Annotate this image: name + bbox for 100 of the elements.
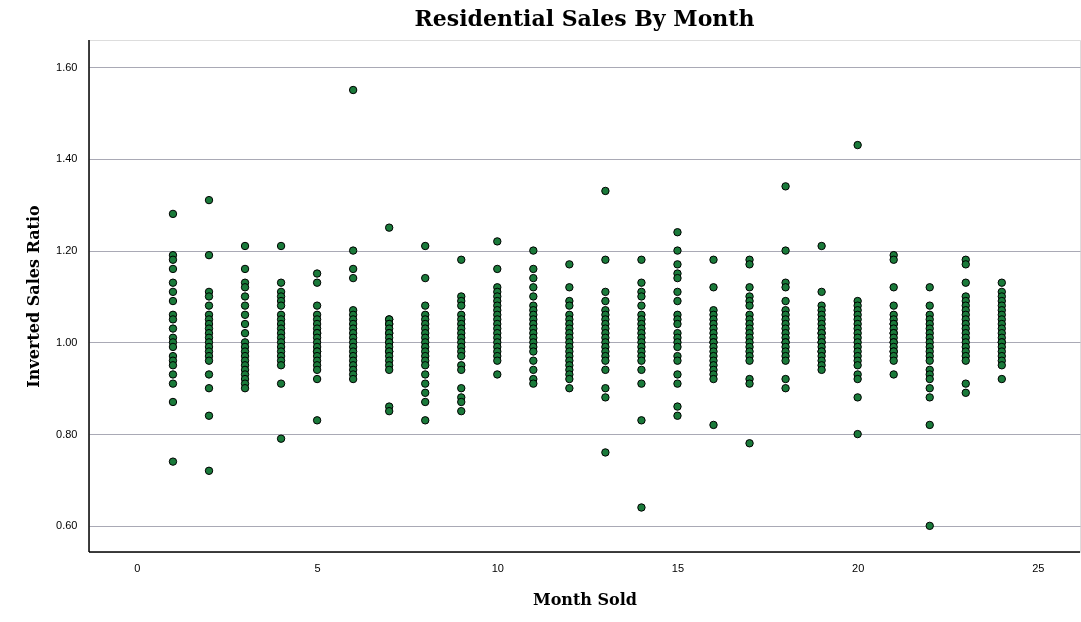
- point: [204, 466, 214, 475]
- point: [421, 397, 430, 407]
- y-tick-label: 1.20: [56, 244, 78, 257]
- point: [421, 379, 430, 388]
- point: [853, 140, 862, 150]
- point: [348, 246, 358, 255]
- point: [421, 416, 430, 425]
- x-tick-label: 15: [671, 561, 685, 574]
- point: [601, 296, 610, 306]
- point: [240, 264, 250, 274]
- point: [673, 402, 682, 411]
- point: [565, 301, 574, 310]
- point: [204, 301, 214, 310]
- point: [168, 209, 178, 219]
- point: [673, 411, 682, 420]
- point: [168, 370, 178, 379]
- point: [745, 301, 754, 310]
- point: [925, 384, 934, 393]
- point: [781, 283, 790, 292]
- point: [348, 374, 358, 384]
- point: [961, 379, 970, 388]
- x-tick-label: 5: [314, 561, 321, 574]
- point: [637, 255, 646, 264]
- point: [673, 319, 682, 329]
- point: [745, 439, 754, 448]
- point: [529, 292, 538, 301]
- y-tick-label: 1.60: [56, 60, 78, 73]
- point: [817, 287, 826, 297]
- point: [457, 397, 466, 407]
- point: [601, 448, 610, 457]
- point: [673, 260, 682, 269]
- point: [240, 283, 250, 292]
- point: [637, 301, 646, 310]
- point: [348, 85, 358, 95]
- point: [961, 388, 970, 397]
- point: [240, 328, 250, 338]
- point: [565, 283, 574, 292]
- point: [637, 503, 646, 512]
- point: [529, 356, 538, 365]
- point: [817, 365, 826, 375]
- point: [493, 264, 502, 274]
- point: [781, 384, 790, 393]
- point: [529, 246, 538, 255]
- point: [961, 260, 970, 269]
- point: [240, 301, 250, 310]
- point: [204, 195, 214, 205]
- point: [745, 379, 754, 388]
- point: [168, 342, 178, 352]
- y-tick-label: 1.00: [56, 335, 78, 348]
- point: [781, 246, 790, 255]
- point: [601, 287, 610, 297]
- point: [889, 255, 898, 264]
- point: [421, 301, 430, 310]
- point: [673, 342, 682, 352]
- point: [673, 370, 682, 379]
- point: [673, 287, 682, 297]
- point: [817, 241, 826, 251]
- point: [312, 416, 322, 425]
- point: [421, 361, 430, 370]
- point: [204, 250, 214, 260]
- x-tick-label: 20: [852, 561, 865, 574]
- x-axis-title: Month Sold: [532, 589, 638, 609]
- point: [168, 287, 178, 297]
- point: [925, 283, 934, 292]
- point: [925, 356, 934, 365]
- y-tick-label: 0.60: [56, 519, 78, 532]
- point: [168, 315, 178, 324]
- x-tick-label: 0: [134, 561, 141, 574]
- point: [601, 255, 610, 264]
- point: [348, 264, 358, 274]
- point: [925, 521, 934, 531]
- point: [889, 356, 898, 365]
- point: [493, 356, 502, 365]
- point: [493, 237, 502, 246]
- point: [673, 246, 682, 255]
- point: [745, 283, 754, 292]
- point: [204, 411, 214, 420]
- y-tick-label: 0.80: [56, 427, 78, 440]
- point: [457, 351, 466, 361]
- point: [637, 292, 646, 301]
- point: [168, 397, 178, 407]
- point: [168, 457, 178, 466]
- point: [204, 356, 214, 365]
- x-tick-label: 25: [1032, 561, 1045, 574]
- y-axis-title: Inverted Sales Ratio: [24, 205, 44, 388]
- x-tick-label: 10: [491, 561, 504, 574]
- point: [997, 361, 1007, 370]
- point: [673, 356, 682, 365]
- point: [601, 393, 610, 402]
- point: [709, 255, 718, 264]
- point: [709, 374, 718, 384]
- point: [276, 379, 286, 388]
- point: [925, 374, 934, 384]
- point: [457, 365, 466, 375]
- point: [709, 283, 718, 292]
- point: [240, 384, 250, 393]
- point: [276, 434, 286, 443]
- point: [276, 278, 286, 287]
- point: [853, 374, 862, 384]
- point: [961, 356, 970, 365]
